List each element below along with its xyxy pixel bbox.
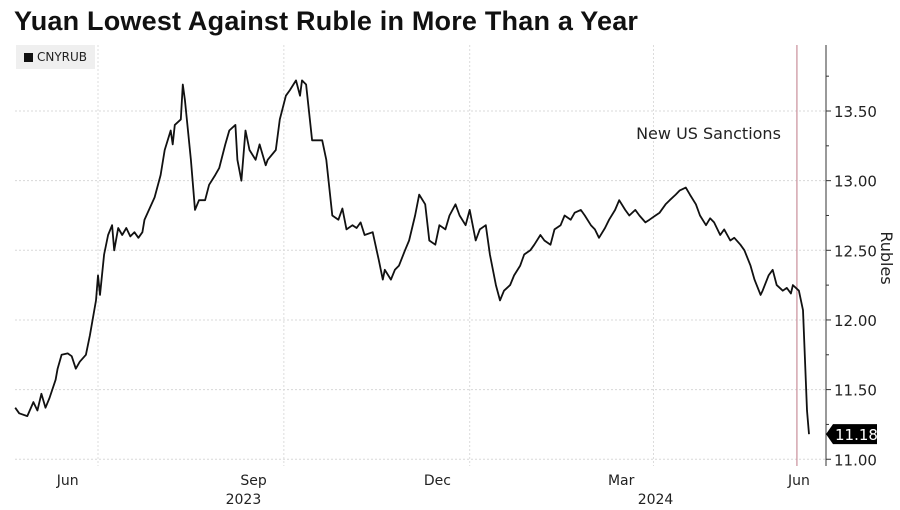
y-tick-label: 13.50 (834, 103, 877, 121)
legend-swatch (24, 52, 33, 62)
y-tick-label: 11.50 (834, 382, 877, 400)
y-tick-label: 13.00 (834, 173, 877, 191)
y-tick-label: 12.00 (834, 312, 877, 330)
annotation-label: New US Sanctions (636, 124, 781, 143)
last-value-label: 11.18 (835, 426, 878, 444)
series-line-cnyrub (14, 79, 810, 435)
x-tick-label: Dec (424, 473, 451, 489)
y-tick-label: 11.00 (834, 451, 877, 469)
legend: CNYRUB (16, 45, 96, 69)
x-tick-label: Jun (787, 473, 810, 489)
chart-title: Yuan Lowest Against Ruble in More Than a… (14, 6, 639, 36)
x-tick-label: Mar (608, 473, 635, 489)
last-value-tag (826, 424, 877, 445)
legend-label: CNYRUB (37, 50, 88, 64)
year-label: 2024 (638, 492, 674, 508)
x-tick-label: Jun (56, 473, 79, 489)
x-tick-label: Sep (240, 473, 267, 489)
y-axis-label: Rubles (877, 231, 896, 284)
y-tick-label: 12.50 (834, 242, 877, 260)
year-label: 2023 (226, 492, 262, 508)
